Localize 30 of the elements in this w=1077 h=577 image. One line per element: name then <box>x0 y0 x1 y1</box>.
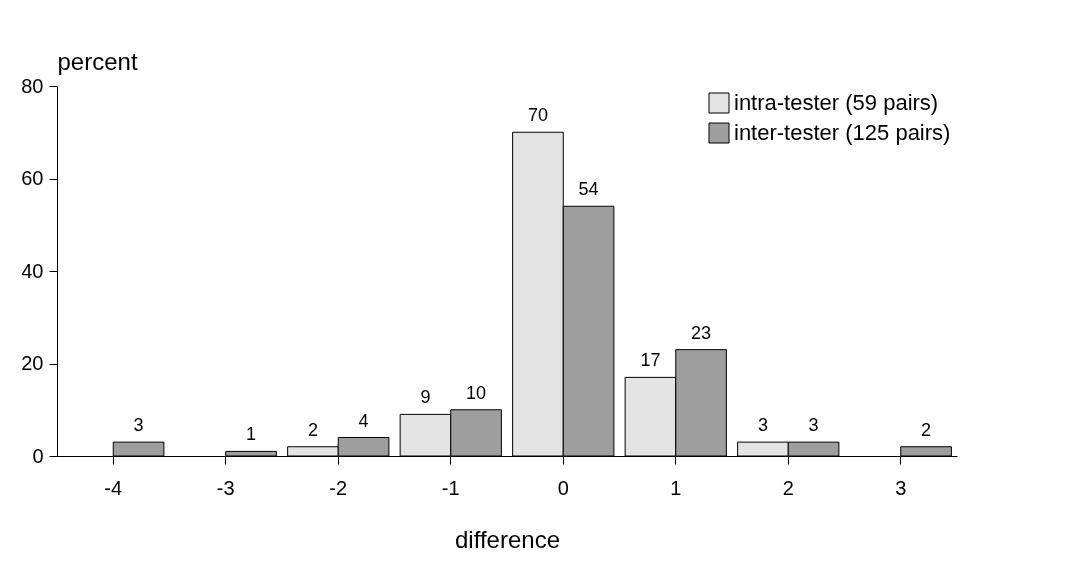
data-label: 9 <box>420 387 431 408</box>
x-tick-label: 3 <box>895 476 907 499</box>
data-label: 2 <box>307 419 318 440</box>
data-label: 70 <box>527 105 548 126</box>
x-tick-label: 0 <box>557 476 569 499</box>
x-tick-label: -4 <box>104 476 123 499</box>
y-axis-title: percent <box>57 47 138 75</box>
legend-label: intra-tester (59 pairs) <box>734 90 939 115</box>
data-label: 10 <box>466 382 487 403</box>
data-label: 23 <box>691 322 712 343</box>
legend-label: inter-tester (125 pairs) <box>734 120 951 145</box>
y-tick-label: 0 <box>32 444 44 467</box>
data-label: 3 <box>133 415 144 436</box>
data-label: 17 <box>640 350 661 371</box>
y-tick-label: 40 <box>21 259 44 282</box>
data-label: 4 <box>358 410 369 431</box>
x-tick-label: 1 <box>670 476 682 499</box>
x-tick-label: 2 <box>782 476 794 499</box>
x-tick-label: -1 <box>441 476 460 499</box>
data-label: 3 <box>808 415 819 436</box>
x-tick-label: -3 <box>216 476 235 499</box>
y-tick-label: 20 <box>21 352 44 374</box>
x-tick-label: -2 <box>329 476 348 499</box>
x-axis-title: difference <box>455 525 560 553</box>
data-label: 3 <box>757 415 768 436</box>
y-tick-label: 60 <box>21 167 44 189</box>
data-label: 2 <box>921 419 932 440</box>
data-label: 54 <box>578 179 599 200</box>
y-tick-label: 80 <box>21 74 44 97</box>
data-label: 1 <box>246 424 257 445</box>
